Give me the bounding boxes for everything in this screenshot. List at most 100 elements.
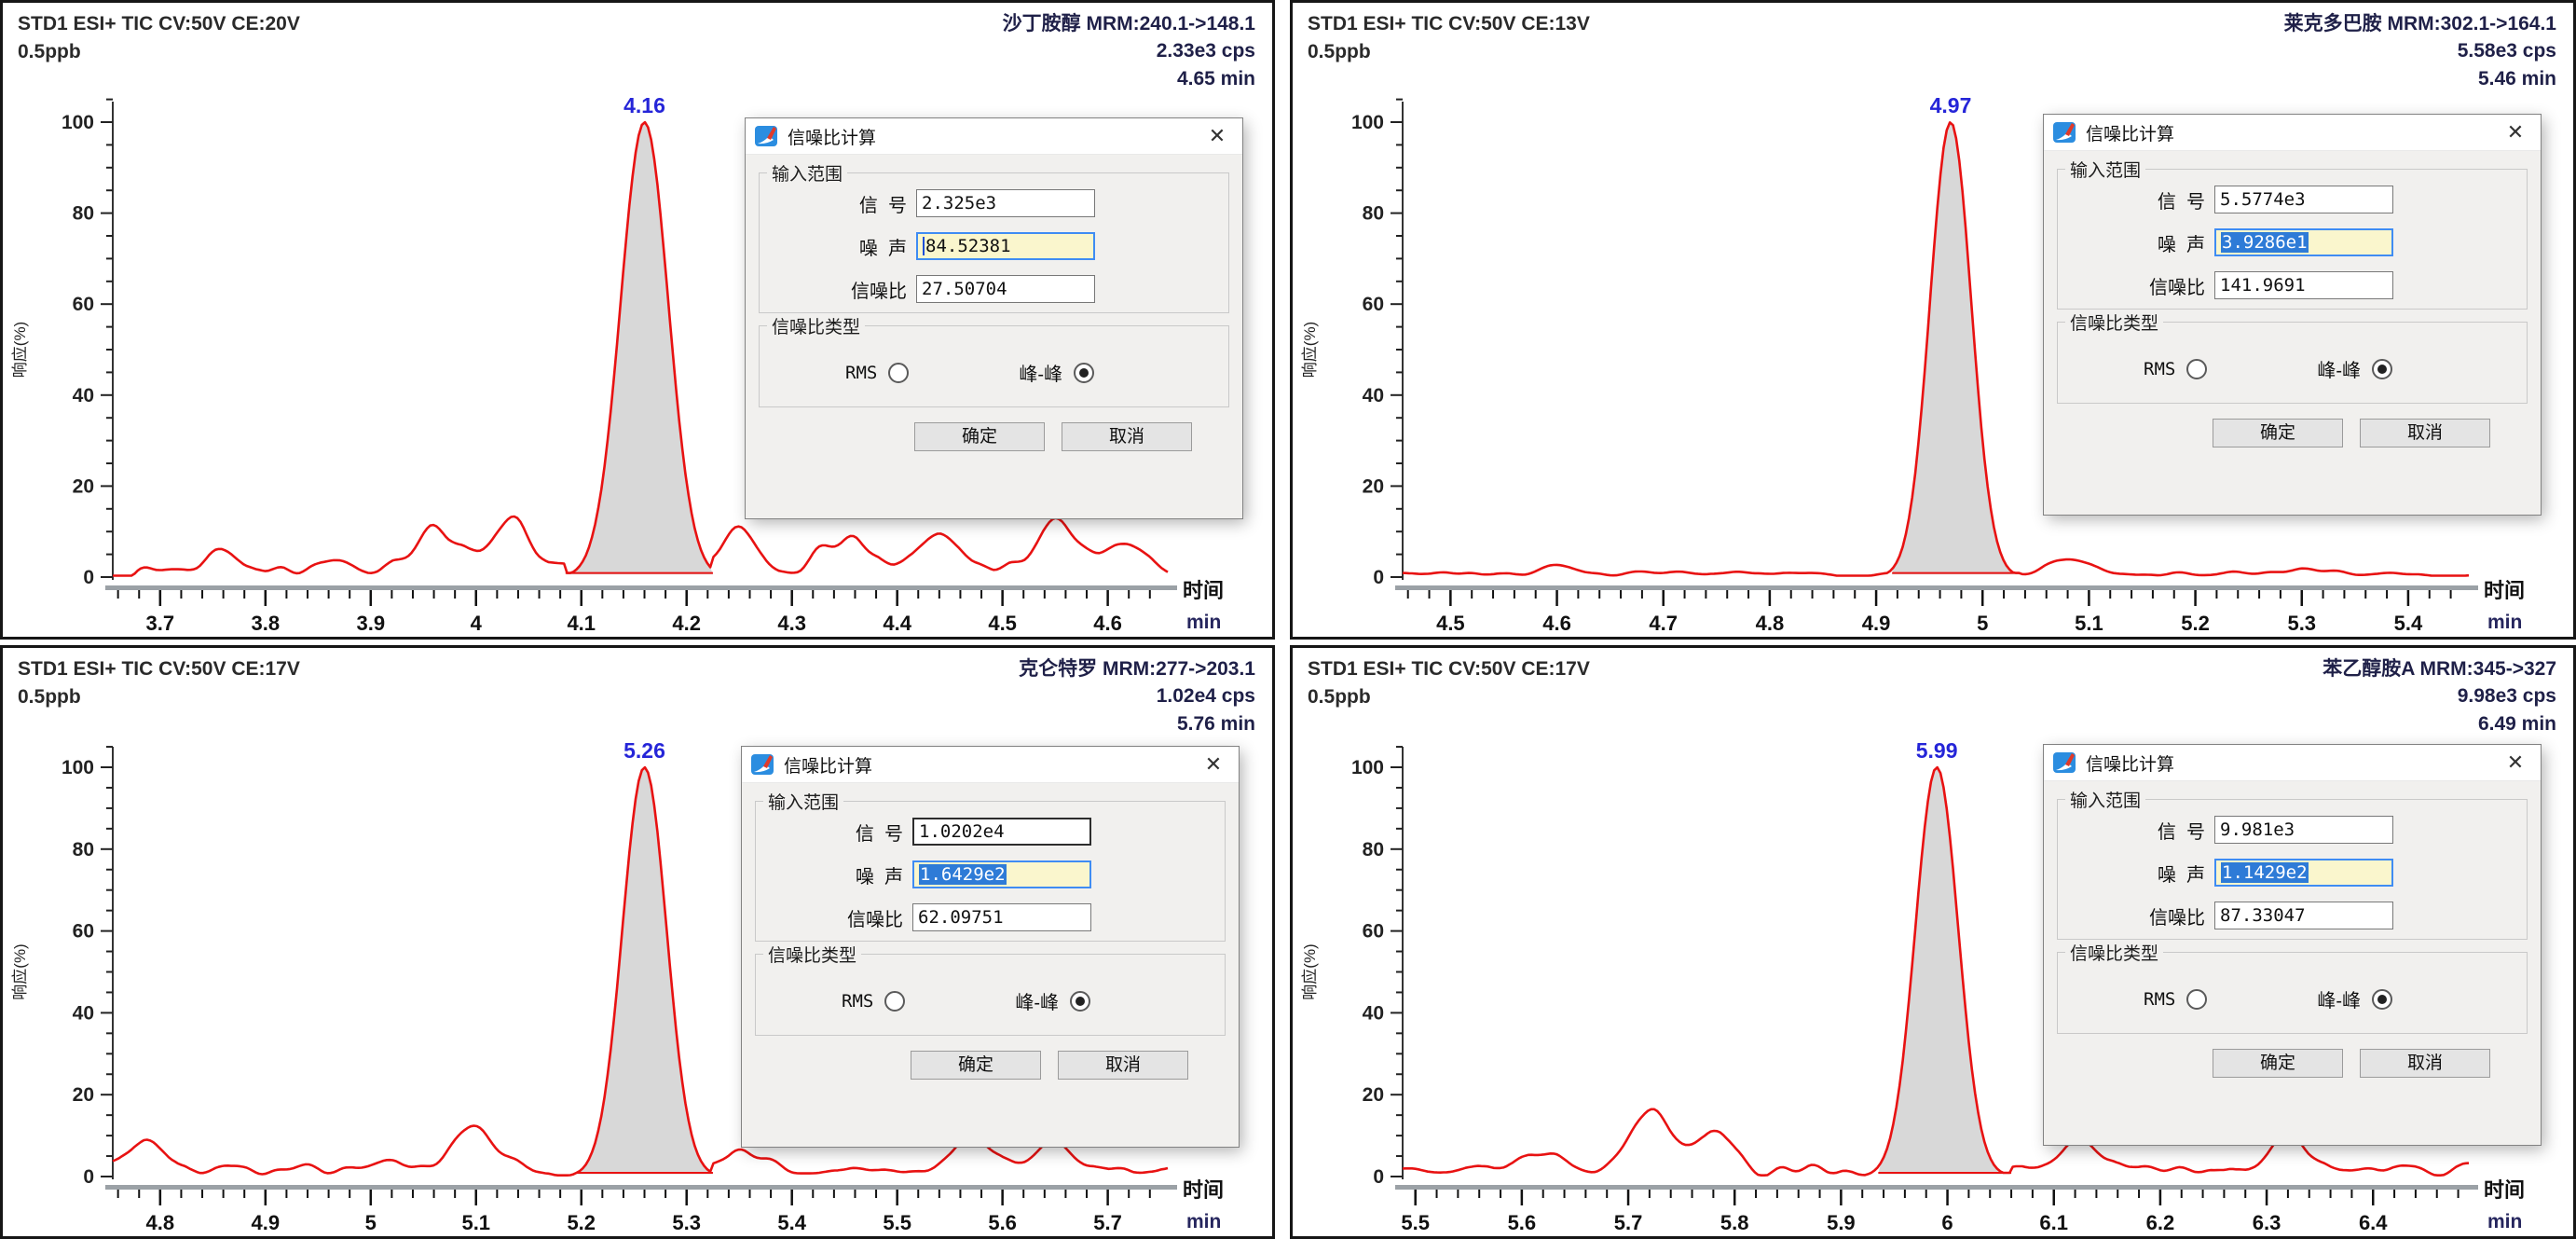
close-icon[interactable]: ✕ — [1204, 752, 1223, 776]
signal-label: 信 号 — [855, 823, 903, 845]
noise-input[interactable]: 84.52381 — [916, 232, 1095, 260]
compound-mrm-line: 莱克多巴胺 MRM:302.1->164.1 — [2284, 10, 2556, 37]
cancel-button[interactable]: 取消 — [1058, 1051, 1188, 1080]
svg-text:时间: 时间 — [1183, 579, 1224, 602]
svg-text:80: 80 — [1363, 203, 1384, 225]
snr-type-group: 信噪比类型 RMS 峰-峰 — [759, 313, 1229, 407]
snr-input[interactable]: 141.9691 — [2214, 271, 2393, 299]
svg-text:0: 0 — [1373, 1166, 1384, 1188]
signal-input[interactable]: 1.0202e4 — [912, 818, 1091, 846]
snr-dialog: 信噪比计算 ✕ 输入范围 信 号 9.981e3 噪 声 1.1429e2 信噪… — [2044, 745, 2541, 1145]
acquisition-line: STD1 ESI+ TIC CV:50V CE:13V — [1308, 13, 1590, 34]
ok-button[interactable]: 确定 — [2213, 1049, 2343, 1078]
snr-input[interactable]: 87.33047 — [2214, 902, 2393, 929]
input-range-group: 输入范围 信 号 1.0202e4 噪 声 1.6429e2 信噪比 62.09… — [755, 789, 1226, 942]
chromatogram-plot[interactable]: 0 20 40 60 80 100 响应(%) 5.5 5.6 5.7 5.8 5.9 6 6.1 6.2 6… — [1293, 734, 2573, 1236]
dialog-body: 输入范围 信 号 5.5774e3 噪 声 3.9286e1 信噪比 141.9… — [2044, 151, 2541, 447]
close-icon[interactable]: ✕ — [2506, 750, 2525, 774]
svg-text:0: 0 — [83, 1166, 94, 1188]
compound-name: 克仑特罗 — [1019, 658, 1098, 680]
panel-header: STD1 ESI+ TIC CV:50V CE:20V 0.5ppb 沙丁胺醇 … — [3, 3, 1272, 89]
panel-header: STD1 ESI+ TIC CV:50V CE:13V 0.5ppb 莱克多巴胺… — [1293, 3, 2573, 89]
close-icon[interactable]: ✕ — [1208, 124, 1226, 147]
ok-button[interactable]: 确定 — [2213, 419, 2343, 447]
signal-input[interactable]: 9.981e3 — [2214, 816, 2393, 844]
chromatogram-panel: STD1 ESI+ TIC CV:50V CE:20V 0.5ppb 沙丁胺醇 … — [0, 0, 1275, 640]
peak-peak-radio[interactable] — [1074, 362, 1094, 383]
peak-peak-radio[interactable] — [1070, 990, 1090, 1012]
rms-radio[interactable] — [2186, 358, 2208, 379]
cancel-button[interactable]: 取消 — [2360, 419, 2490, 447]
noise-label: 噪 声 — [855, 866, 903, 888]
svg-text:60: 60 — [1363, 921, 1384, 943]
svg-text:60: 60 — [73, 921, 94, 943]
chromatogram-panel: STD1 ESI+ TIC CV:50V CE:17V 0.5ppb 苯乙醇胺A… — [1290, 645, 2576, 1239]
signal-input[interactable]: 2.325e3 — [916, 189, 1095, 217]
svg-text:40: 40 — [73, 385, 94, 406]
acquisition-line: STD1 ESI+ TIC CV:50V CE:17V — [18, 658, 300, 680]
acquisition-info: STD1 ESI+ TIC CV:50V CE:13V 0.5ppb — [1308, 10, 1590, 67]
intensity-cps: 1.02e4 cps — [1156, 685, 1255, 708]
ok-button[interactable]: 确定 — [914, 422, 1045, 451]
close-icon[interactable]: ✕ — [2506, 120, 2525, 144]
snr-type-group: 信噪比类型 RMS 峰-峰 — [2057, 310, 2528, 404]
svg-text:60: 60 — [1363, 294, 1384, 315]
noise-value-selected: 1.1429e2 — [2221, 862, 2309, 883]
app-logo-icon — [751, 752, 775, 777]
snr-type-group-label: 信噪比类型 — [2070, 314, 2159, 334]
peak-peak-label: 峰-峰 — [2317, 361, 2361, 381]
dialog-titlebar[interactable]: 信噪比计算 ✕ — [746, 118, 1242, 155]
svg-text:4.16: 4.16 — [623, 93, 665, 117]
rms-radio[interactable] — [888, 362, 910, 383]
intensity-cps: 2.33e3 cps — [1156, 40, 1255, 62]
app-logo-icon — [2053, 120, 2077, 145]
rms-label: RMS — [2144, 988, 2176, 1010]
app-logo-icon — [755, 124, 779, 148]
snr-type-group: 信噪比类型 RMS 峰-峰 — [2057, 940, 2528, 1034]
rms-radio[interactable] — [884, 990, 906, 1012]
dialog-titlebar[interactable]: 信噪比计算 ✕ — [742, 747, 1239, 783]
snr-input[interactable]: 62.09751 — [912, 903, 1091, 931]
svg-text:4.5: 4.5 — [988, 612, 1017, 635]
input-range-group: 输入范围 信 号 9.981e3 噪 声 1.1429e2 信噪比 87.330… — [2057, 787, 2528, 940]
noise-input[interactable]: 1.6429e2 — [912, 860, 1091, 888]
text-caret — [923, 237, 925, 255]
svg-text:6: 6 — [1941, 1211, 1953, 1234]
dialog-titlebar[interactable]: 信噪比计算 ✕ — [2044, 115, 2541, 151]
svg-text:20: 20 — [1363, 1084, 1384, 1106]
compound-name: 沙丁胺醇 — [1002, 13, 1081, 34]
peak-peak-radio[interactable] — [2372, 358, 2392, 379]
ok-button[interactable]: 确定 — [911, 1051, 1041, 1080]
mrm-transition: MRM:345->327 — [2419, 658, 2556, 680]
svg-text:5.1: 5.1 — [461, 1211, 490, 1234]
chromatogram-plot[interactable]: 0 20 40 60 80 100 响应(%) 3.7 3.8 3.9 4 4.1 4.2 4.3 4.4 4… — [3, 89, 1272, 637]
compound-info: 克仑特罗 MRM:277->203.1 1.02e4 cps 5.76 min — [1019, 655, 1255, 737]
panel-header: STD1 ESI+ TIC CV:50V CE:17V 0.5ppb 苯乙醇胺A… — [1293, 648, 2573, 735]
dialog-title: 信噪比计算 — [2086, 754, 2175, 775]
svg-text:4.9: 4.9 — [1862, 612, 1891, 635]
noise-input[interactable]: 1.1429e2 — [2214, 859, 2393, 887]
mrm-transition: MRM:302.1->164.1 — [2387, 13, 2556, 34]
svg-text:4.1: 4.1 — [567, 612, 596, 635]
svg-text:响应(%): 响应(%) — [11, 943, 29, 999]
svg-text:时间: 时间 — [1183, 1178, 1224, 1202]
signal-input[interactable]: 5.5774e3 — [2214, 186, 2393, 213]
cancel-button[interactable]: 取消 — [1062, 422, 1192, 451]
dialog-title: 信噪比计算 — [784, 756, 873, 777]
snr-input[interactable]: 27.50704 — [916, 275, 1095, 303]
acquisition-info: STD1 ESI+ TIC CV:50V CE:17V 0.5ppb — [1308, 655, 1590, 712]
svg-text:60: 60 — [73, 294, 94, 315]
svg-text:6.2: 6.2 — [2146, 1211, 2175, 1234]
dialog-titlebar[interactable]: 信噪比计算 ✕ — [2044, 745, 2541, 781]
svg-text:100: 100 — [62, 112, 94, 133]
noise-input[interactable]: 3.9286e1 — [2214, 228, 2393, 256]
dialog-body: 输入范围 信 号 2.325e3 噪 声 84.52381 信噪比 27.507… — [746, 155, 1242, 451]
chromatogram-plot[interactable]: 0 20 40 60 80 100 响应(%) 4.8 4.9 5 5.1 5.2 5.3 5.4 5.5 5… — [3, 734, 1272, 1236]
snr-type-group: 信噪比类型 RMS 峰-峰 — [755, 942, 1226, 1036]
rms-radio[interactable] — [2186, 988, 2208, 1010]
chromatogram-plot[interactable]: 0 20 40 60 80 100 响应(%) 4.5 4.6 4.7 4.8 4.9 5 5.1 5.2 5… — [1293, 89, 2573, 637]
input-range-group: 输入范围 信 号 5.5774e3 噪 声 3.9286e1 信噪比 141.9… — [2057, 157, 2528, 310]
peak-peak-radio[interactable] — [2372, 988, 2392, 1010]
cancel-button[interactable]: 取消 — [2360, 1049, 2490, 1078]
